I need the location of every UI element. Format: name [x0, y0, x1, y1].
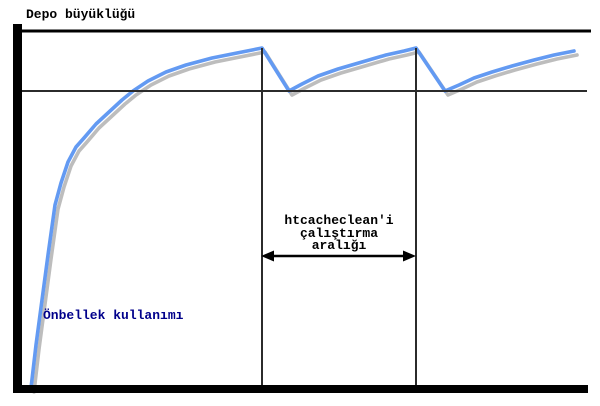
- interval-arrowhead-right: [403, 250, 416, 262]
- interval-label-line-2: çalıştırma: [299, 225, 378, 241]
- curve-label: Önbellek kullanımı: [43, 308, 184, 323]
- y-axis: [13, 24, 22, 393]
- interval-label-line-3: aralığı: [311, 238, 367, 253]
- x-axis: [13, 385, 588, 393]
- curve-shadow: [32, 50, 579, 394]
- cache-usage-curve: [29, 46, 576, 390]
- interval-label-line-1: htcacheclean'i: [284, 213, 394, 228]
- interval-arrowhead-left: [261, 250, 274, 262]
- chart-title: Depo büyüklüğü: [26, 7, 136, 22]
- interval-label: htcacheclean'i çalıştırma aralığı: [259, 213, 419, 253]
